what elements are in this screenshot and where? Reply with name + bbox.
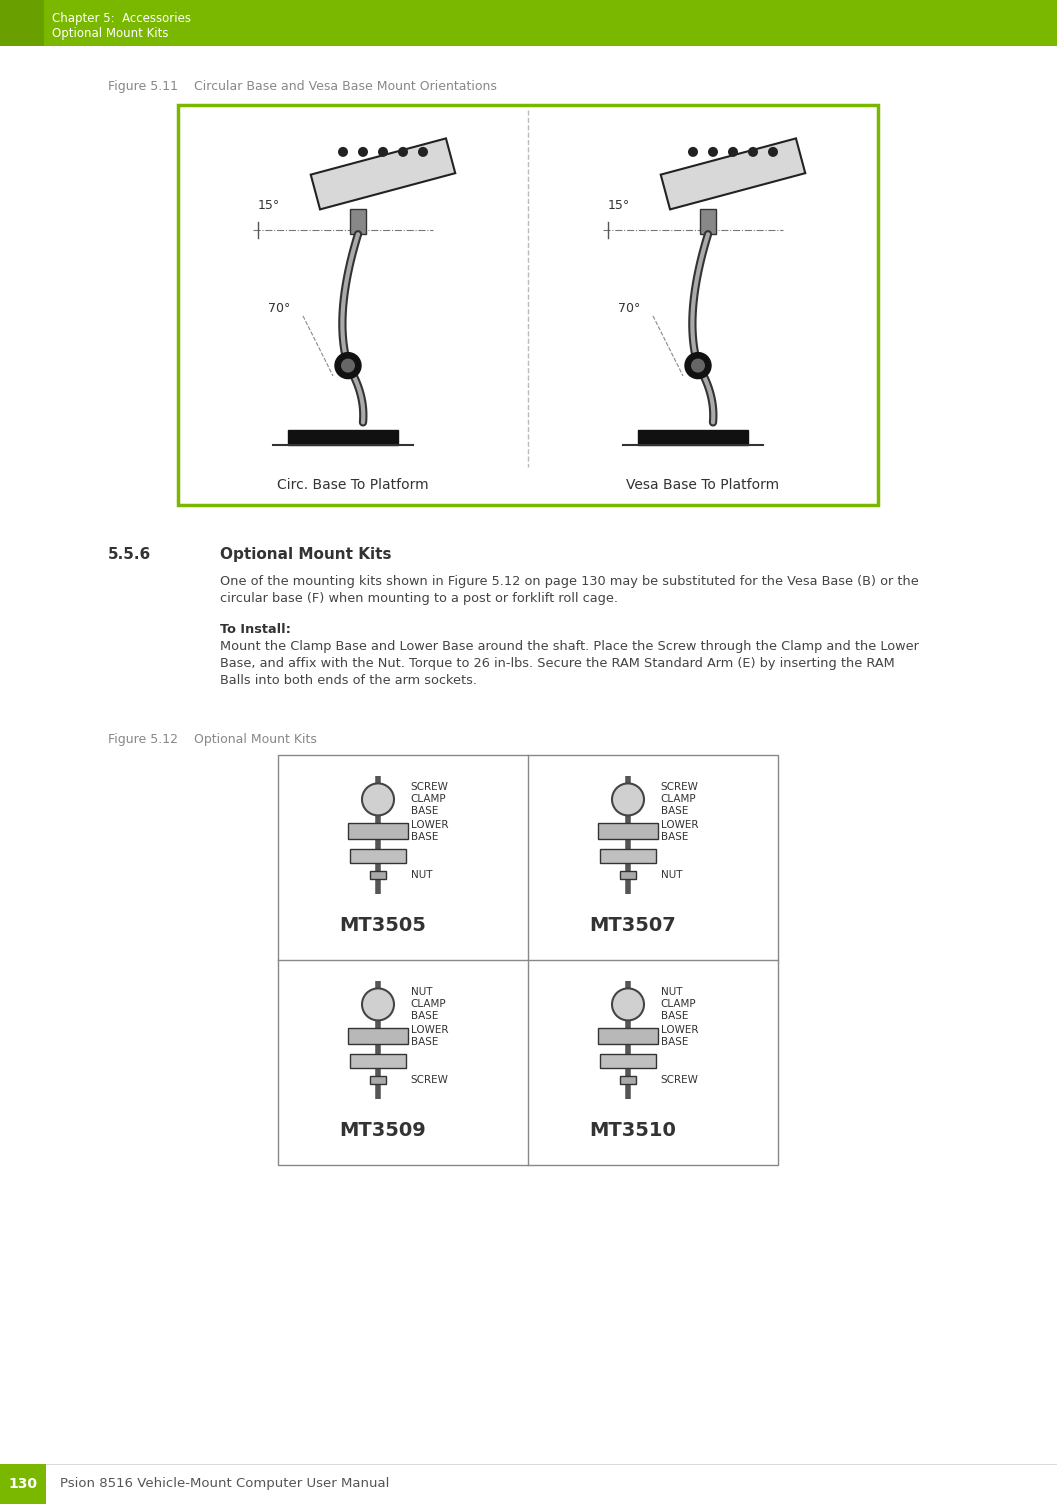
Text: LOWER: LOWER [410, 1026, 448, 1035]
Text: NUT: NUT [661, 988, 682, 997]
Circle shape [708, 147, 718, 156]
Text: MT3510: MT3510 [590, 1120, 676, 1140]
Text: 70°: 70° [268, 302, 291, 316]
Bar [700, 209, 716, 235]
Circle shape [398, 147, 408, 156]
Text: BASE: BASE [410, 1038, 438, 1047]
Text: NUT: NUT [410, 988, 432, 997]
Text: SCREW: SCREW [661, 782, 699, 793]
Bar [370, 871, 386, 880]
Bar [661, 138, 805, 209]
Circle shape [358, 147, 368, 156]
Text: 70°: 70° [618, 302, 641, 316]
Text: Vesa Base To Platform: Vesa Base To Platform [627, 478, 780, 492]
Bar [598, 823, 659, 839]
Circle shape [612, 784, 644, 815]
Text: MT3505: MT3505 [339, 916, 426, 934]
Text: Optional Mount Kits: Optional Mount Kits [52, 27, 168, 41]
Text: Psion 8516 Vehicle-Mount Computer User Manual: Psion 8516 Vehicle-Mount Computer User M… [60, 1477, 389, 1490]
Text: One of the mounting kits shown in Figure 5.12 on page 130 may be substituted for: One of the mounting kits shown in Figure… [220, 575, 919, 588]
Circle shape [728, 147, 738, 156]
Circle shape [691, 358, 705, 373]
Text: LOWER: LOWER [661, 820, 698, 830]
Bar [278, 755, 778, 1166]
Circle shape [361, 988, 394, 1020]
Text: Base, and affix with the Nut. Torque to 26 in-lbs. Secure the RAM Standard Arm (: Base, and affix with the Nut. Torque to … [220, 657, 894, 669]
Bar [620, 871, 636, 880]
Text: BASE: BASE [410, 832, 438, 842]
Circle shape [688, 147, 698, 156]
Text: Chapter 5:  Accessories: Chapter 5: Accessories [52, 12, 191, 26]
Bar [350, 1054, 406, 1068]
Bar [350, 850, 406, 863]
Text: BASE: BASE [661, 806, 688, 817]
Bar [348, 1029, 408, 1044]
Text: Balls into both ends of the arm sockets.: Balls into both ends of the arm sockets. [220, 674, 477, 687]
Text: CLAMP: CLAMP [410, 794, 446, 805]
Text: SCREW: SCREW [410, 782, 448, 793]
Text: 5.5.6: 5.5.6 [108, 547, 151, 562]
Text: LOWER: LOWER [410, 820, 448, 830]
Bar [311, 138, 456, 209]
Bar [350, 209, 366, 235]
Circle shape [341, 358, 355, 373]
Circle shape [378, 147, 388, 156]
Text: 15°: 15° [258, 199, 280, 212]
Text: Mount the Clamp Base and Lower Base around the shaft. Place the Screw through th: Mount the Clamp Base and Lower Base arou… [220, 641, 919, 653]
Bar [638, 430, 748, 445]
Bar [620, 1077, 636, 1084]
Bar [598, 1029, 659, 1044]
Circle shape [361, 784, 394, 815]
Circle shape [335, 352, 361, 379]
Circle shape [685, 352, 711, 379]
Text: Optional Mount Kits: Optional Mount Kits [220, 547, 391, 562]
Text: SCREW: SCREW [661, 1075, 699, 1086]
Bar [0, 1463, 47, 1504]
Text: MT3509: MT3509 [339, 1120, 426, 1140]
Circle shape [612, 988, 644, 1020]
Text: CLAMP: CLAMP [410, 999, 446, 1009]
Text: NUT: NUT [661, 871, 682, 880]
Text: Figure 5.11    Circular Base and Vesa Base Mount Orientations: Figure 5.11 Circular Base and Vesa Base … [108, 80, 497, 93]
Text: 130: 130 [8, 1477, 37, 1490]
Bar [370, 1077, 386, 1084]
Bar [0, 0, 1057, 47]
Text: LOWER: LOWER [661, 1026, 698, 1035]
Text: SCREW: SCREW [410, 1075, 448, 1086]
Text: 15°: 15° [608, 199, 630, 212]
Circle shape [768, 147, 778, 156]
Circle shape [748, 147, 758, 156]
Text: To Install:: To Install: [220, 623, 291, 636]
Text: BASE: BASE [661, 832, 688, 842]
Text: circular base (F) when mounting to a post or forklift roll cage.: circular base (F) when mounting to a pos… [220, 593, 618, 605]
Text: CLAMP: CLAMP [661, 999, 697, 1009]
Bar [178, 105, 878, 505]
Text: NUT: NUT [410, 871, 432, 880]
Text: BASE: BASE [410, 1011, 438, 1021]
Text: Circ. Base To Platform: Circ. Base To Platform [277, 478, 429, 492]
Bar [348, 823, 408, 839]
Text: MT3507: MT3507 [590, 916, 676, 934]
Bar [600, 850, 656, 863]
Text: Figure 5.12    Optional Mount Kits: Figure 5.12 Optional Mount Kits [108, 732, 317, 746]
Circle shape [338, 147, 348, 156]
Circle shape [418, 147, 428, 156]
Text: BASE: BASE [410, 806, 438, 817]
Text: BASE: BASE [661, 1038, 688, 1047]
Text: BASE: BASE [661, 1011, 688, 1021]
Text: CLAMP: CLAMP [661, 794, 697, 805]
Bar [288, 430, 398, 445]
Bar [0, 0, 44, 47]
Bar [600, 1054, 656, 1068]
